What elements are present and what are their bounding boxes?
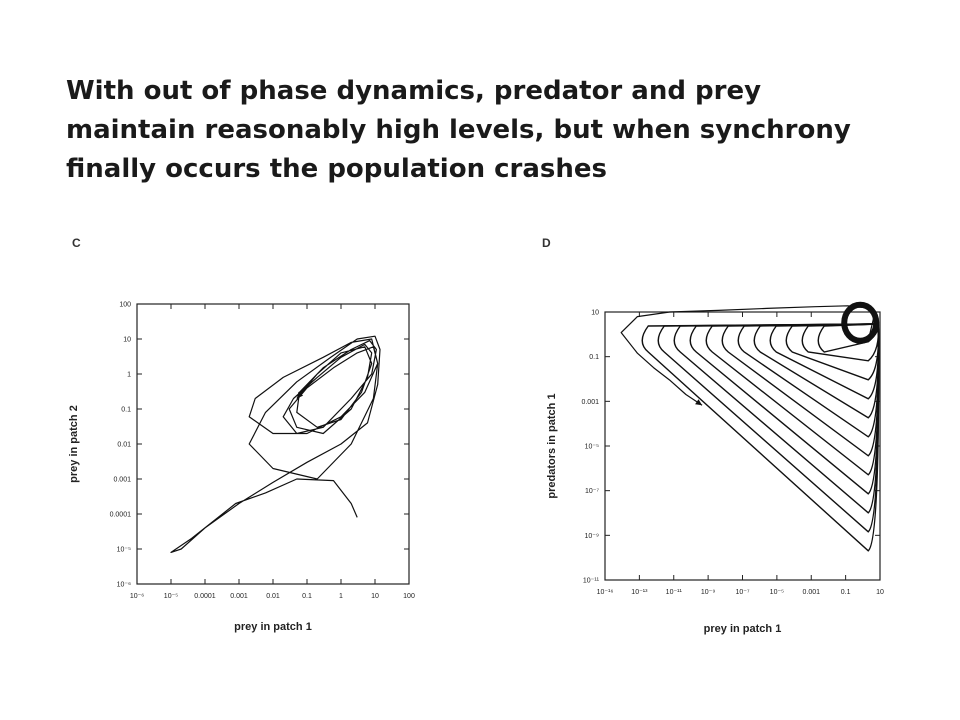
chart-d-ytick-label: 10⁻⁵ [585,444,599,451]
chart-d-ylabel: predators in patch 1 [546,393,558,498]
chart-d-limit-cycle [841,301,880,344]
heading-line-2: maintain reasonably high levels, but whe… [66,115,851,145]
panel-d-label: D [542,236,551,250]
chart-d-xtick-label: 10⁻⁷ [735,589,749,596]
chart-c-ytick-label: 0.1 [121,407,131,414]
chart-c-ytick-label: 10⁻⁶ [117,582,131,589]
heading-line-3: finally occurs the population crashes [66,154,608,184]
chart-c-ylabel: prey in patch 2 [68,405,80,483]
chart-d-xlabel: prey in patch 1 [704,623,782,635]
chart-d-spiral-loop [753,322,880,419]
chart-d-xtick-label: 0.1 [841,589,851,596]
chart-c-xtick-label: 0.1 [302,593,312,600]
chart-c-ytick-label: 0.0001 [110,512,132,519]
chart-c: 10⁻⁶ 10⁻⁵ 0.0001 0.001 0.01 0.1 1 10 100 100 10 1 0.… [68,302,415,634]
chart-c-xtick-label: 0.01 [266,593,280,600]
chart-d: 10⁻¹⁶ 10⁻¹³ 10⁻¹¹ 10⁻⁹ 10⁻⁷ 10⁻⁵ 0.001 0.1 10 10 0… [546,301,884,635]
chart-c-xtick-label: 1 [339,593,343,600]
chart-c-xtick-label: 0.001 [230,593,248,600]
chart-d-xtick-label: 10⁻¹³ [631,589,648,596]
chart-d-xtick-label: 10⁻⁹ [701,589,715,596]
panel-c-label: C [72,236,81,250]
chart-d-ytick-label: 0.001 [581,399,599,406]
chart-c-ytick-label: 10 [123,337,131,344]
chart-c-ytick-label: 100 [119,302,131,309]
chart-d-arrowhead [695,399,703,406]
chart-d-xtick-label: 0.001 [802,589,820,596]
chart-d-ytick-label: 10 [591,310,599,317]
chart-d-xtick-label: 10⁻¹⁶ [597,589,614,596]
chart-d-xtick-label: 10⁻¹¹ [666,589,683,596]
chart-d-ytick-label: 0.1 [589,354,599,361]
chart-d-ytick-label: 10⁻⁷ [585,488,599,495]
chart-d-ytick-label: 10⁻⁹ [585,533,599,540]
chart-c-xtick-label: 0.0001 [194,593,216,600]
chart-c-ticks: 10⁻⁶ 10⁻⁵ 0.0001 0.001 0.01 0.1 1 10 100 100 10 1 0.… [110,302,415,601]
chart-d-xtick-label: 10⁻⁵ [770,589,784,596]
heading-line-1: With out of phase dynamics, predator and… [66,76,762,106]
chart-c-frame [136,303,410,585]
chart-c-series-line [170,335,381,554]
chart-c-xtick-label: 10⁻⁵ [164,593,178,600]
chart-c-trajectory [170,335,381,554]
chart-d-ticks: 10⁻¹⁶ 10⁻¹³ 10⁻¹¹ 10⁻⁹ 10⁻⁷ 10⁻⁵ 0.001 0.1 10 10 0… [581,310,884,597]
chart-c-ytick-label: 0.01 [117,442,131,449]
chart-c-ytick-label: 1 [127,372,131,379]
chart-c-xtick-label: 10 [371,593,379,600]
chart-d-xtick-label: 10 [876,589,884,596]
chart-c-xtick-label: 10⁻⁶ [130,593,144,600]
chart-d-spiral-loop [641,322,880,552]
chart-c-xtick-label: 100 [403,593,415,600]
chart-d-spiral-loop [769,322,880,400]
chart-d-trajectory [620,301,880,552]
chart-d-ytick-label: 10⁻¹¹ [583,578,600,585]
chart-c-arrowhead [296,391,304,399]
chart-c-ytick-label: 0.001 [113,477,131,484]
chart-c-xlabel: prey in patch 1 [234,621,312,633]
slide-heading: With out of phase dynamics, predator and… [66,72,906,189]
chart-c-ytick-label: 10⁻⁵ [117,547,131,554]
chart-d-frame [604,311,881,581]
chart-d-spiral-loop [785,322,880,381]
